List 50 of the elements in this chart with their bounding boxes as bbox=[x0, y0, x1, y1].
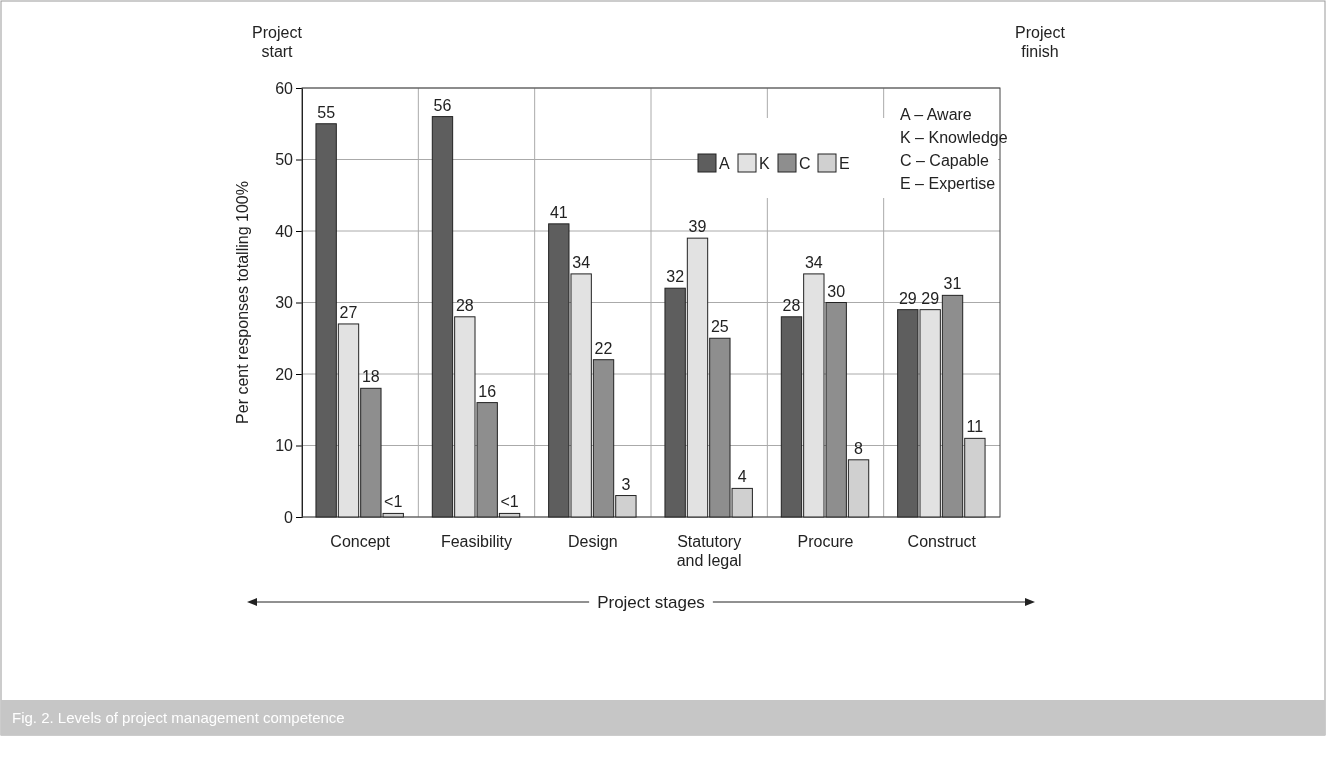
data-label: 39 bbox=[688, 218, 707, 236]
legend-label: K bbox=[759, 155, 770, 172]
text: Fig. 2. Levels of project management competence bbox=[12, 709, 345, 726]
data-label: 16 bbox=[478, 382, 497, 400]
annotation: K – Knowledge bbox=[900, 129, 1008, 146]
data-label: 8 bbox=[854, 439, 864, 457]
data-label: 3 bbox=[621, 475, 631, 493]
legend-label: A bbox=[719, 155, 730, 172]
y-tick-label: 30 bbox=[275, 294, 294, 312]
data-label: 34 bbox=[572, 253, 591, 271]
annotation: E – Expertise bbox=[900, 175, 996, 192]
data-label: 29 bbox=[898, 289, 917, 307]
y-tick-label: 10 bbox=[275, 437, 294, 455]
data-label: 31 bbox=[943, 275, 962, 293]
x-tick-label: Procure bbox=[797, 533, 854, 550]
data-label: 29 bbox=[921, 289, 940, 307]
text: Project start bbox=[252, 24, 303, 60]
data-label: 27 bbox=[339, 303, 358, 321]
x-tick-label: Construct bbox=[907, 533, 977, 550]
y-tick-label: 50 bbox=[275, 151, 294, 169]
y-axis-title: Per cent responses totalling 100% bbox=[234, 181, 251, 424]
data-label: 30 bbox=[827, 282, 846, 300]
data-label: 56 bbox=[433, 96, 452, 114]
x-tick-label: Design bbox=[567, 533, 618, 550]
legend-label: E bbox=[839, 155, 850, 172]
annotation: C – Capable bbox=[900, 152, 990, 169]
data-label: 22 bbox=[594, 339, 613, 357]
data-label: 28 bbox=[782, 296, 801, 314]
data-label: <1 bbox=[500, 493, 519, 511]
data-label: 18 bbox=[361, 368, 380, 386]
x-axis-title: Project stages bbox=[597, 593, 705, 612]
data-label: 32 bbox=[666, 268, 685, 286]
data-label: 11 bbox=[966, 418, 984, 436]
data-label: 55 bbox=[317, 103, 336, 121]
data-label: 28 bbox=[455, 296, 474, 314]
y-tick-label: 0 bbox=[284, 508, 294, 526]
x-tick-label: Feasibility bbox=[440, 533, 513, 550]
text: Project finish bbox=[1015, 24, 1066, 60]
legend-label: C bbox=[799, 155, 811, 172]
data-label: 41 bbox=[549, 203, 568, 221]
data-label: 25 bbox=[710, 318, 729, 336]
y-tick-label: 40 bbox=[275, 222, 294, 240]
y-tick-label: 60 bbox=[275, 79, 294, 97]
data-label: <1 bbox=[384, 493, 403, 511]
annotation: A – Aware bbox=[900, 106, 972, 123]
data-label: 4 bbox=[737, 468, 747, 486]
data-label: 34 bbox=[804, 253, 823, 271]
x-tick-label: Concept bbox=[330, 533, 391, 550]
x-tick-label: Statutory and legal bbox=[676, 533, 742, 569]
y-tick-label: 20 bbox=[275, 365, 294, 383]
